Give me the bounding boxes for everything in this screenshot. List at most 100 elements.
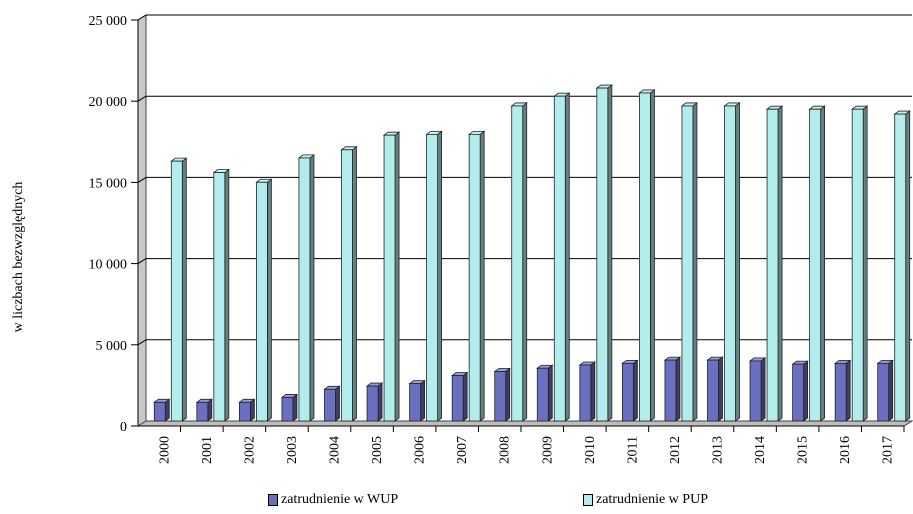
bar-pup xyxy=(298,157,311,422)
bar-side xyxy=(394,131,400,422)
bar-side xyxy=(564,92,570,422)
x-tick-label: 2008 xyxy=(498,436,513,464)
legend-swatch-pup xyxy=(583,494,593,506)
chart-floor xyxy=(136,420,913,427)
chart-side-wall xyxy=(137,14,147,427)
bar-pup xyxy=(894,113,907,422)
bar-side xyxy=(718,356,723,422)
x-tick-label: 2003 xyxy=(285,436,300,464)
bar-wup xyxy=(451,375,464,422)
bar-wup xyxy=(494,371,507,422)
x-tick-label: 2005 xyxy=(370,436,385,464)
bar-side xyxy=(845,359,851,422)
y-tick-label: 5 000 xyxy=(96,339,128,354)
bar-side xyxy=(335,385,340,422)
bar-side xyxy=(352,145,357,422)
legend-label-wup: zatrudnienie w WUP xyxy=(281,492,399,507)
x-tick-label: 2016 xyxy=(838,436,853,464)
y-tick-label: 15 000 xyxy=(89,176,128,191)
legend: zatrudnienie w WUP zatrudnienie w PUP xyxy=(0,492,913,514)
gridline-depth xyxy=(137,95,147,102)
x-tick-label: 2015 xyxy=(796,436,811,464)
x-tick-label: 2017 xyxy=(881,436,896,464)
legend-label-pup: zatrudnienie w PUP xyxy=(596,492,708,507)
bar-pup xyxy=(596,87,609,422)
bar-pup xyxy=(213,172,226,422)
bar-wup xyxy=(664,359,677,422)
bar-pup xyxy=(511,105,524,422)
bar-wup xyxy=(196,401,209,422)
bar-wup xyxy=(238,401,251,422)
bar-side xyxy=(164,398,170,422)
bar-side xyxy=(224,168,230,422)
x-tick-label: 2000 xyxy=(157,436,172,464)
y-tick-label: 10 000 xyxy=(89,258,128,273)
legend-item-pup: zatrudnienie w PUP xyxy=(583,492,708,508)
bar-wup xyxy=(366,385,379,422)
bar-wup xyxy=(621,362,634,422)
y-axis-label: w liczbach bezwzględnych xyxy=(11,182,26,333)
bar-side xyxy=(505,367,511,422)
bar-wup xyxy=(834,362,847,422)
bar-side xyxy=(292,393,298,422)
legend-swatch-wup xyxy=(268,494,278,506)
bar-pup xyxy=(255,181,268,422)
bar-pup xyxy=(383,134,396,422)
bar-wup xyxy=(536,367,549,422)
y-tick-label: 25 000 xyxy=(89,14,128,29)
x-tick-label: 2001 xyxy=(200,436,215,464)
bar-wup xyxy=(579,364,592,422)
bar-pup xyxy=(766,108,779,422)
plot-area: 0 5 000 10 000 15 000 20 000 25 000 2000 2001 20… xyxy=(89,14,913,464)
bar-side xyxy=(377,382,383,422)
bar-side xyxy=(479,130,485,422)
bar-side xyxy=(905,110,911,422)
bar-pup xyxy=(170,160,183,422)
bar-pup xyxy=(553,95,566,422)
y-tick-label: 20 000 xyxy=(89,95,128,110)
gridline-depth xyxy=(137,258,147,265)
bar-side xyxy=(522,102,528,422)
bar-side xyxy=(607,84,613,422)
bar-side xyxy=(820,105,826,422)
bar-side xyxy=(590,361,596,422)
bar-side xyxy=(181,157,187,422)
bar-side xyxy=(692,102,698,422)
bar-side xyxy=(249,398,255,422)
x-tick-label: 2014 xyxy=(753,436,768,464)
bar-side xyxy=(862,105,868,422)
bar-side xyxy=(266,178,272,422)
bar-side xyxy=(420,379,426,422)
bar-pup xyxy=(638,92,651,422)
bar-pup xyxy=(724,105,736,422)
bar-side xyxy=(760,357,766,422)
bar-wup xyxy=(877,362,890,422)
x-tick-label: 2006 xyxy=(413,436,428,464)
bar-pup xyxy=(426,133,439,422)
bar-side xyxy=(735,102,740,422)
bar-side xyxy=(888,359,894,422)
bar-wup xyxy=(324,388,336,422)
gridline-depth xyxy=(137,14,147,21)
bar-wup xyxy=(749,360,762,422)
bar-wup xyxy=(707,359,719,422)
x-tick-label: 2002 xyxy=(242,436,257,464)
legend-item-wup: zatrudnienie w WUP xyxy=(268,492,398,508)
gridline-depth xyxy=(137,176,147,183)
bar-side xyxy=(462,371,468,422)
x-tick-label: 2011 xyxy=(625,436,640,463)
bar-side xyxy=(437,130,443,422)
x-tick-label: 2013 xyxy=(711,436,726,464)
x-tick-label: 2009 xyxy=(540,436,555,464)
bar-pup xyxy=(681,105,694,422)
bar-side xyxy=(632,359,638,422)
x-tick-label: 2007 xyxy=(455,436,470,464)
gridline-depth xyxy=(137,339,147,346)
bar-wup xyxy=(792,363,805,422)
x-tick-label: 2004 xyxy=(328,436,343,464)
bar-side xyxy=(547,364,553,422)
bar-side xyxy=(803,360,809,422)
bar-side xyxy=(649,89,655,422)
bar-pup xyxy=(809,108,822,422)
